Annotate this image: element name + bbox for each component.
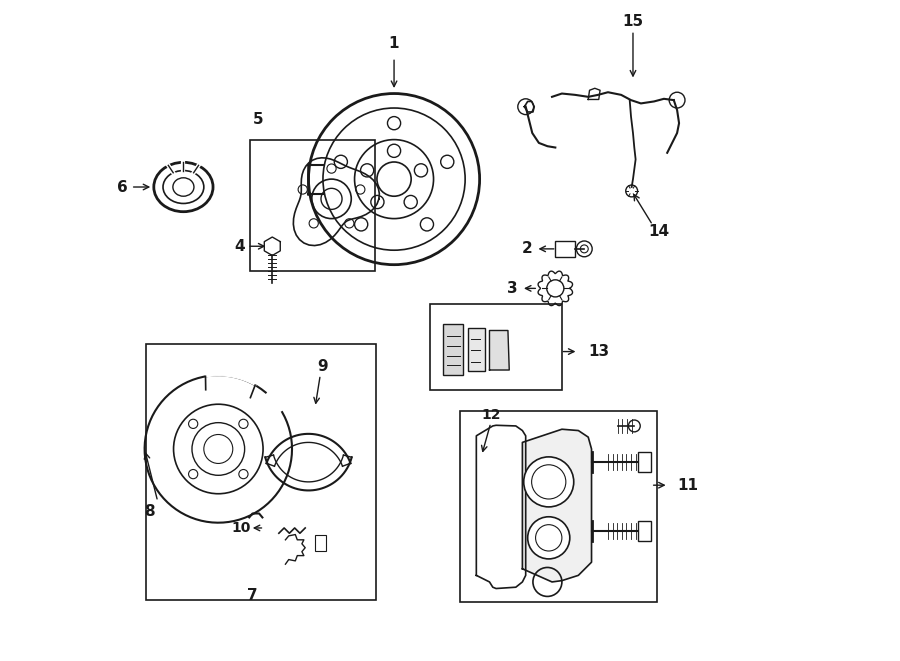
- Bar: [444, 324, 464, 375]
- Polygon shape: [522, 429, 591, 582]
- Circle shape: [527, 517, 570, 559]
- Text: 10: 10: [231, 521, 251, 535]
- Bar: [250, 139, 375, 271]
- Text: 11: 11: [678, 478, 698, 492]
- Bar: [637, 522, 651, 541]
- Text: 5: 5: [253, 112, 263, 128]
- Text: 8: 8: [145, 504, 155, 519]
- Text: 15: 15: [623, 14, 644, 28]
- Bar: [315, 535, 326, 551]
- Text: 13: 13: [589, 344, 609, 359]
- Bar: [430, 304, 562, 390]
- Bar: [460, 410, 657, 602]
- Text: 2: 2: [522, 241, 533, 256]
- Text: 3: 3: [508, 281, 518, 296]
- Polygon shape: [265, 237, 280, 255]
- Polygon shape: [490, 330, 509, 370]
- Text: 1: 1: [389, 36, 400, 51]
- Text: 7: 7: [248, 588, 257, 603]
- Bar: [146, 344, 376, 600]
- Text: 14: 14: [649, 224, 670, 239]
- Bar: [468, 328, 485, 371]
- Circle shape: [524, 457, 573, 507]
- Bar: [637, 452, 651, 472]
- Polygon shape: [538, 271, 572, 305]
- Text: 9: 9: [318, 359, 328, 374]
- Bar: [555, 241, 575, 256]
- Text: 4: 4: [234, 239, 245, 254]
- Text: 6: 6: [117, 180, 128, 194]
- Text: 12: 12: [482, 408, 500, 422]
